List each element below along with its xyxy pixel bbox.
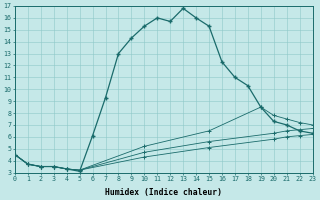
X-axis label: Humidex (Indice chaleur): Humidex (Indice chaleur) [105,188,222,197]
